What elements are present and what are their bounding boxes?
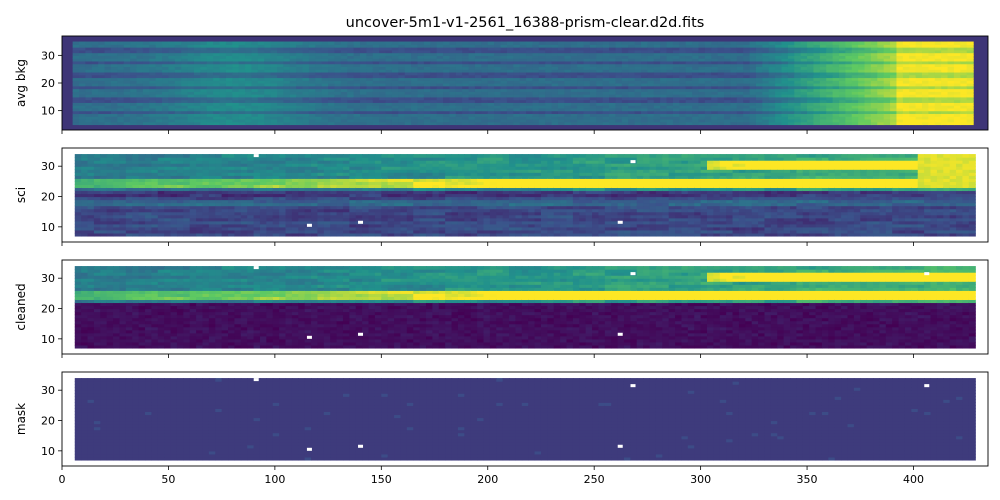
y-tick-label: 30 bbox=[41, 272, 55, 285]
panel-1: 10 20 30 sci bbox=[14, 147, 989, 246]
y-axis-label: sci bbox=[14, 187, 28, 203]
heatmap-image bbox=[74, 154, 976, 237]
y-tick-label: 10 bbox=[41, 445, 55, 458]
y-tick-label: 20 bbox=[41, 303, 55, 316]
heatmap-image bbox=[74, 266, 976, 349]
x-tick-label: 200 bbox=[477, 473, 498, 486]
masked-pixel bbox=[306, 335, 312, 339]
y-tick-label: 30 bbox=[41, 49, 55, 62]
masked-pixel bbox=[253, 266, 259, 270]
panel-0: 10 20 30 avg bkg bbox=[14, 35, 989, 134]
y-axis-label: cleaned bbox=[14, 283, 28, 330]
masked-pixel bbox=[306, 447, 312, 451]
masked-pixel bbox=[924, 272, 930, 276]
x-tick-label: 300 bbox=[690, 473, 711, 486]
masked-pixel bbox=[617, 444, 623, 448]
y-tick-label: 10 bbox=[41, 333, 55, 346]
masked-pixel bbox=[358, 332, 364, 336]
axes-frame bbox=[61, 371, 989, 467]
masked-pixel bbox=[924, 384, 930, 388]
axes-frame bbox=[61, 259, 989, 355]
x-tick-label: 250 bbox=[584, 473, 605, 486]
y-tick-label: 20 bbox=[41, 77, 55, 90]
y-axis-label: mask bbox=[14, 403, 28, 435]
y-tick-label: 10 bbox=[41, 105, 55, 118]
y-tick-label: 30 bbox=[41, 384, 55, 397]
axes-frame bbox=[61, 147, 989, 243]
masked-pixel bbox=[253, 378, 259, 382]
x-tick-label: 150 bbox=[371, 473, 392, 486]
masked-pixel bbox=[630, 160, 636, 164]
masked-pixel bbox=[306, 223, 312, 227]
y-tick-label: 30 bbox=[41, 160, 55, 173]
panel-3: 10 20 30 mask 0 50 100 150 200 250 300 350 400 bbox=[14, 371, 989, 486]
panel-2: 10 20 30 cleaned bbox=[14, 259, 989, 358]
masked-pixel bbox=[617, 220, 623, 224]
y-axis-label: avg bkg bbox=[14, 59, 28, 107]
heatmap-image bbox=[72, 41, 974, 126]
masked-pixel bbox=[630, 384, 636, 388]
y-tick-label: 10 bbox=[41, 221, 55, 234]
masked-pixel bbox=[253, 154, 259, 158]
x-tick-label: 0 bbox=[59, 473, 66, 486]
figure-title: uncover-5m1-v1-2561_16388-prism-clear.d2… bbox=[346, 15, 705, 31]
x-tick-label: 400 bbox=[903, 473, 924, 486]
masked-pixel bbox=[358, 444, 364, 448]
x-tick-label: 50 bbox=[161, 473, 175, 486]
masked-pixel bbox=[630, 272, 636, 276]
y-tick-label: 20 bbox=[41, 191, 55, 204]
y-tick-label: 20 bbox=[41, 415, 55, 428]
masked-pixel bbox=[617, 332, 623, 336]
heatmap-image bbox=[74, 378, 976, 461]
x-tick-label: 350 bbox=[797, 473, 818, 486]
masked-pixel bbox=[358, 220, 364, 224]
x-tick-label: 100 bbox=[264, 473, 285, 486]
